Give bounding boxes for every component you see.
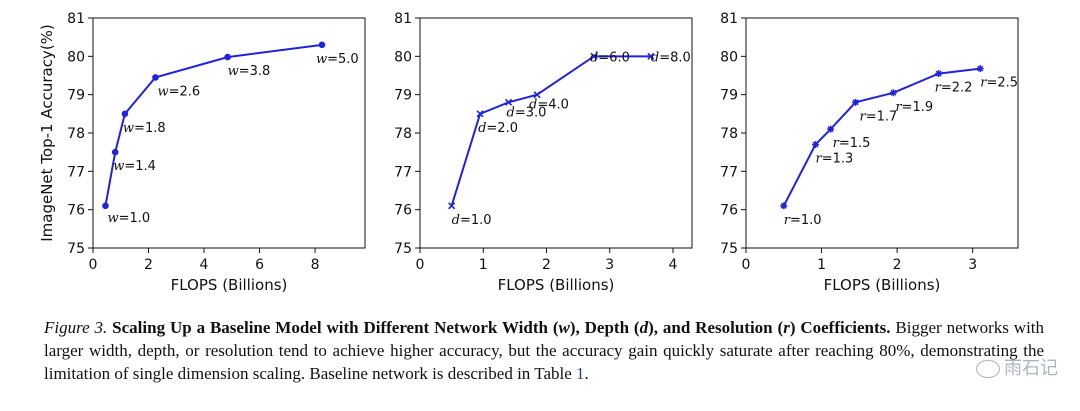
data-label: r=2.2 [935, 81, 973, 96]
data-point [976, 65, 984, 73]
x-tick-label: 2 [893, 257, 902, 273]
y-tick-label: 76 [720, 203, 738, 219]
data-point [121, 110, 129, 118]
caption-var-d: d [639, 318, 649, 337]
y-tick-label: 80 [720, 49, 738, 65]
y-tick-label: 75 [720, 241, 738, 257]
x-tick-label: 0 [416, 257, 425, 273]
data-point [935, 70, 943, 78]
data-point [780, 202, 788, 210]
y-tick-label: 79 [394, 88, 412, 104]
data-label: d=3.0 [507, 105, 547, 120]
x-tick-label: 3 [605, 257, 614, 273]
caption-title-part: ), Depth ( [569, 318, 640, 337]
caption-title-part: ) Coefficients. [789, 318, 891, 337]
series-line [104, 43, 323, 207]
data-point [812, 141, 820, 148]
data-point [224, 53, 231, 61]
data-label: r=1.3 [816, 152, 854, 167]
data-point [318, 41, 326, 49]
y-tick-label: 77 [394, 164, 412, 180]
watermark-text: 雨石记 [1004, 358, 1058, 379]
data-point [476, 110, 484, 118]
data-point [827, 125, 835, 133]
x-tick-label: 2 [144, 257, 153, 273]
chart-panel-1: 75 76 77 78 79 80 81 0 2 4 6 8 FLOPS (Billions) Image… [38, 11, 366, 294]
x-tick-label: 0 [89, 257, 98, 273]
chart-panel-3: 75 76 77 78 79 80 81 0 1 2 3 FLOPS (Billions) r=1.0 r… [720, 11, 1019, 294]
data-point [533, 91, 541, 99]
data-point [647, 52, 655, 60]
caption-title: Scaling Up a Baseline Model with Differe… [112, 318, 890, 337]
y-tick-label: 77 [720, 164, 738, 180]
x-tick-label: 0 [742, 257, 751, 273]
x-tick-label: 8 [311, 257, 320, 273]
y-tick-label: 75 [67, 241, 85, 257]
data-label: d=6.0 [590, 50, 630, 65]
data-label: r=1.9 [895, 100, 933, 115]
data-point [590, 52, 598, 60]
data-label: w=5.0 [316, 52, 359, 67]
data-label: d=1.0 [452, 213, 492, 228]
y-axis-label: ImageNet Top-1 Accuracy(%) [38, 24, 56, 242]
y-tick-label: 81 [720, 11, 738, 27]
data-point [504, 98, 513, 106]
caption-body: Bigger networks with larger width, depth… [44, 318, 1045, 383]
figure-charts: 75 76 77 78 79 80 81 0 2 4 6 8 FLOPS (Billions) Image… [38, 11, 1019, 294]
caption-title-part: ), and Resolution ( [648, 318, 784, 337]
x-tick-label: 3 [968, 257, 977, 273]
y-tick-label: 78 [720, 126, 738, 142]
wechat-icon [976, 360, 1000, 378]
chart-panel-2: 75 76 77 78 79 80 81 0 1 2 3 4 FLOPS (Billions) d=1.0… [394, 11, 693, 294]
x-tick-label: 2 [542, 257, 551, 273]
y-tick-label: 76 [394, 203, 412, 219]
x-axis-label: FLOPS (Billions) [498, 276, 615, 294]
x-tick-label: 6 [255, 257, 264, 273]
y-tick-label: 78 [67, 126, 85, 142]
data-label: w=1.0 [107, 211, 150, 226]
x-tick-label: 1 [817, 257, 826, 273]
data-label: d=4.0 [529, 98, 569, 113]
series-line [450, 55, 651, 207]
y-tick-label: 81 [67, 11, 85, 27]
y-tick-label: 80 [394, 49, 412, 65]
data-label: r=1.5 [833, 136, 871, 151]
x-axis-label: FLOPS (Billions) [171, 276, 288, 294]
data-point [152, 74, 159, 81]
data-label: w=1.4 [113, 159, 156, 174]
y-tick-label: 80 [67, 49, 85, 65]
caption-figure-number: Figure 3. [44, 318, 108, 337]
data-point [111, 148, 119, 156]
data-label: d=2.0 [478, 121, 518, 136]
caption-tail: . [584, 364, 589, 383]
data-label: r=1.7 [860, 109, 898, 124]
x-tick-label: 4 [669, 257, 678, 273]
figure-caption: Figure 3. Scaling Up a Baseline Model wi… [44, 316, 1044, 385]
data-label: r=2.5 [980, 76, 1018, 91]
table-reference-link[interactable]: 1 [576, 364, 585, 383]
data-point [448, 202, 456, 210]
y-tick-label: 79 [720, 88, 738, 104]
data-label: w=1.8 [123, 121, 166, 136]
data-label: d=8.0 [651, 50, 691, 65]
y-tick-label: 75 [394, 241, 412, 257]
x-tick-label: 4 [200, 257, 209, 273]
data-label: w=3.8 [228, 64, 271, 79]
data-point [852, 98, 860, 106]
caption-var-w: w [558, 318, 570, 337]
y-tick-label: 78 [394, 126, 412, 142]
caption-var-r: r [783, 318, 790, 337]
data-label: r=1.0 [784, 213, 822, 228]
caption-title-part: Scaling Up a Baseline Model with Differe… [112, 318, 559, 337]
y-tick-label: 76 [67, 203, 85, 219]
watermark: 雨石记 [976, 354, 1058, 380]
data-point [102, 202, 109, 210]
y-tick-label: 77 [67, 164, 85, 180]
x-axis-label: FLOPS (Billions) [824, 276, 941, 294]
y-tick-label: 81 [394, 11, 412, 27]
data-point [889, 89, 897, 97]
x-tick-label: 1 [479, 257, 488, 273]
data-label: w=2.6 [157, 84, 200, 99]
y-tick-label: 79 [67, 88, 85, 104]
